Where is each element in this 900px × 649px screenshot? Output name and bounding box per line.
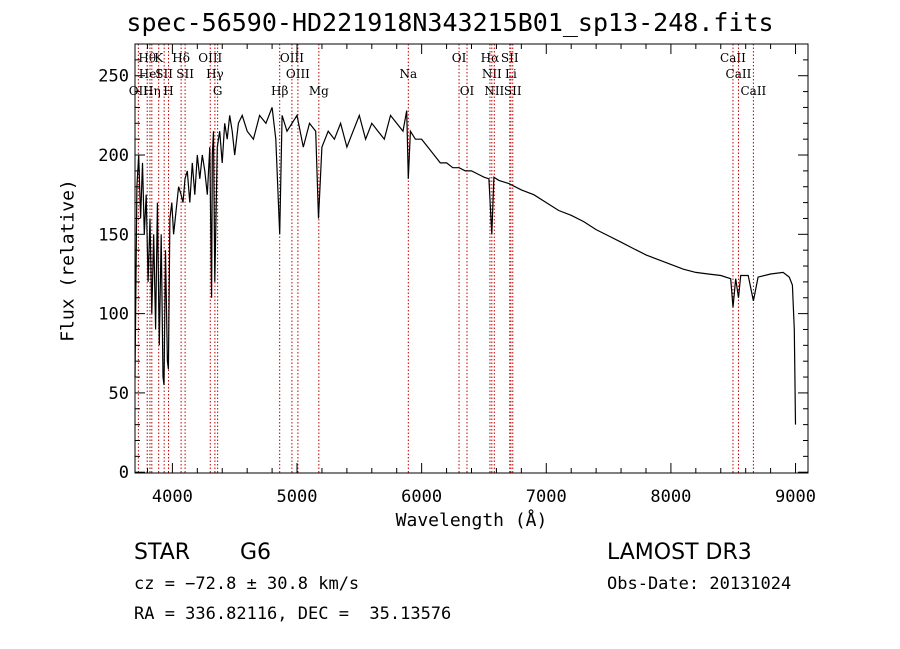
chart-title: spec-56590-HD221918N343215B01_sp13-248.f… (126, 8, 774, 37)
survey-name: LAMOST DR3 (607, 540, 752, 565)
line-label-5: SII (155, 67, 173, 81)
redshift-info: cz = −72.8 ± 30.8 km/s (134, 574, 360, 594)
line-label-18: OI (460, 84, 475, 98)
spectrum-line (134, 107, 797, 425)
line-label-16: Na (399, 67, 417, 81)
x-tick-label-5000: 5000 (277, 487, 318, 507)
y-tick-label-150: 150 (98, 225, 129, 245)
line-label-4: K (154, 51, 164, 65)
spectrum-series (134, 107, 797, 425)
x-tick-label-6000: 6000 (401, 487, 442, 507)
line-label-2: HeI (139, 67, 162, 81)
line-label-27: CaII (740, 84, 766, 98)
line-label-13: OIII (280, 51, 304, 65)
y-tick-label-0: 0 (119, 463, 129, 483)
x-tick-label-9000: 9000 (775, 487, 816, 507)
y-tick-label-50: 50 (109, 384, 129, 404)
x-tick-label-7000: 7000 (526, 487, 567, 507)
y-tick-label-250: 250 (98, 67, 129, 87)
line-label-21: NII (484, 84, 504, 98)
line-label-24: SII (504, 84, 522, 98)
y-tick-label-200: 200 (98, 146, 129, 166)
coordinates: RA = 336.82116, DEC = 35.13576 (134, 604, 452, 624)
line-label-12: Hβ (271, 84, 288, 98)
line-label-9: OIII (198, 51, 222, 65)
line-label-26: CaII (726, 67, 752, 81)
line-label-20: NII (482, 67, 502, 81)
x-tick-label-4000: 4000 (152, 487, 193, 507)
line-label-14: OIII (286, 67, 310, 81)
y-tick-label-100: 100 (98, 305, 129, 325)
line-label-3: Hη (143, 84, 161, 98)
object-class: STAR (134, 540, 191, 565)
y-axis-label: Flux (relative) (57, 179, 79, 342)
plot-frame (134, 43, 809, 474)
obs-date: Obs-Date: 20131024 (607, 574, 792, 594)
subclass: G6 (240, 540, 272, 565)
line-label-7: Hδ (172, 51, 190, 65)
line-label-22: SII (501, 51, 519, 65)
x-tick-label-8000: 8000 (650, 487, 691, 507)
line-label-25: CaII (720, 51, 746, 65)
x-axis-label: Wavelength (Å) (395, 510, 548, 531)
line-label-10: Hγ (206, 67, 224, 81)
axes: 4000 5000 6000 7000 8000 9000 0 50 100 150 200 250 (98, 43, 816, 507)
line-label-23: Li (505, 67, 517, 81)
line-label-19: Hα (481, 51, 500, 65)
line-label-15: Mg (309, 84, 329, 98)
line-label-6: H (163, 84, 173, 98)
line-label-11: G (213, 84, 223, 98)
line-label-17: OI (452, 51, 467, 65)
line-label-8: SII (176, 67, 194, 81)
line-label-0: OII (129, 84, 149, 98)
